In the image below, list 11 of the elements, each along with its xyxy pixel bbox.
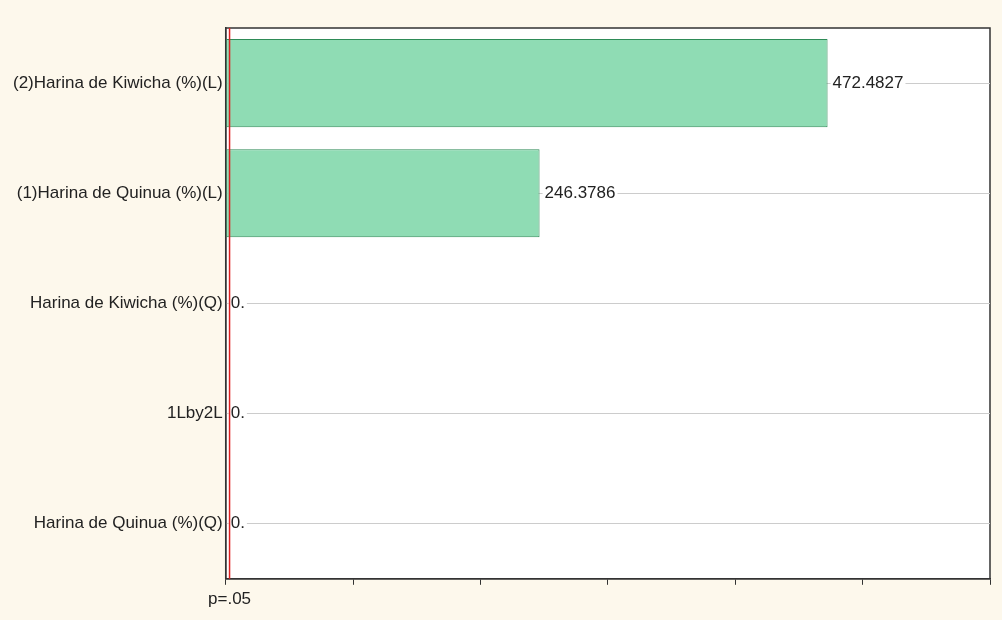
- data-label: 0.: [230, 513, 245, 533]
- data-label: 0.: [230, 293, 245, 313]
- ref-line-label: p=.05: [208, 588, 252, 608]
- data-label: 246.3786: [544, 182, 616, 202]
- y-tick-label: (1)Harina de Quinua (%)(L): [16, 182, 223, 202]
- y-tick-label: 1Lby2L: [166, 403, 223, 423]
- y-tick-label: Harina de Kiwicha (%)(Q): [29, 293, 223, 313]
- y-tick-label: Harina de Quinua (%)(Q): [33, 513, 223, 533]
- data-label: 0.: [230, 403, 245, 423]
- data-label: 472.4827: [832, 72, 904, 92]
- y-tick-label: (2)Harina de Kiwicha (%)(L): [12, 72, 223, 92]
